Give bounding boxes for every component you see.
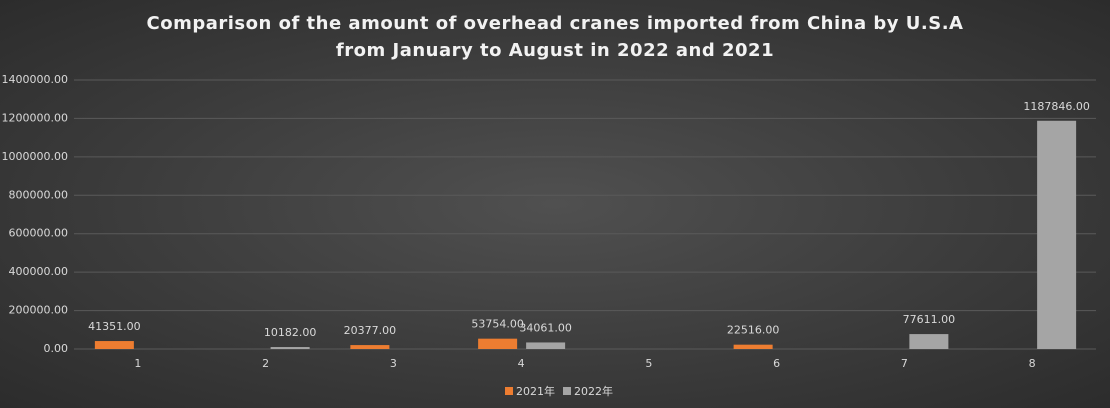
chart-title: Comparison of the amount of overhead cra… [146,13,964,61]
bar [350,345,390,349]
legend-label: 2022年 [574,384,613,398]
x-tick-label: 1 [134,357,141,370]
bar [526,342,566,349]
legend-swatch [563,387,571,395]
y-tick-label: 600000.00 [9,227,69,240]
x-tick-label: 5 [645,357,652,370]
bar [733,344,773,349]
x-tick-label: 6 [773,357,780,370]
y-tick-label: 1000000.00 [2,150,68,163]
y-tick-label: 1200000.00 [2,111,68,124]
bar [909,334,949,349]
legend-swatch [505,387,513,395]
bar [94,341,134,349]
x-tick-label: 7 [901,357,908,370]
value-label: 1187846.00 [1023,100,1089,113]
x-tick-label: 8 [1029,357,1036,370]
bar [270,347,310,349]
bar [478,338,518,349]
value-label: 22516.00 [727,324,780,337]
legend-label: 2021年 [516,384,555,398]
value-label: 20377.00 [344,324,397,337]
value-label: 41351.00 [88,320,141,333]
bar [1037,120,1077,349]
y-tick-label: 200000.00 [9,304,69,317]
x-tick-label: 4 [518,357,525,370]
value-label: 77611.00 [903,313,956,326]
y-tick-label: 400000.00 [9,265,69,278]
x-tick-label: 2 [262,357,269,370]
value-label: 34061.00 [519,321,572,334]
x-tick-label: 3 [390,357,397,370]
y-tick-label: 0.00 [44,342,69,355]
value-label: 53754.00 [471,318,524,331]
y-tick-label: 1400000.00 [2,73,68,86]
y-tick-label: 800000.00 [9,188,69,201]
value-label: 10182.00 [264,326,317,339]
